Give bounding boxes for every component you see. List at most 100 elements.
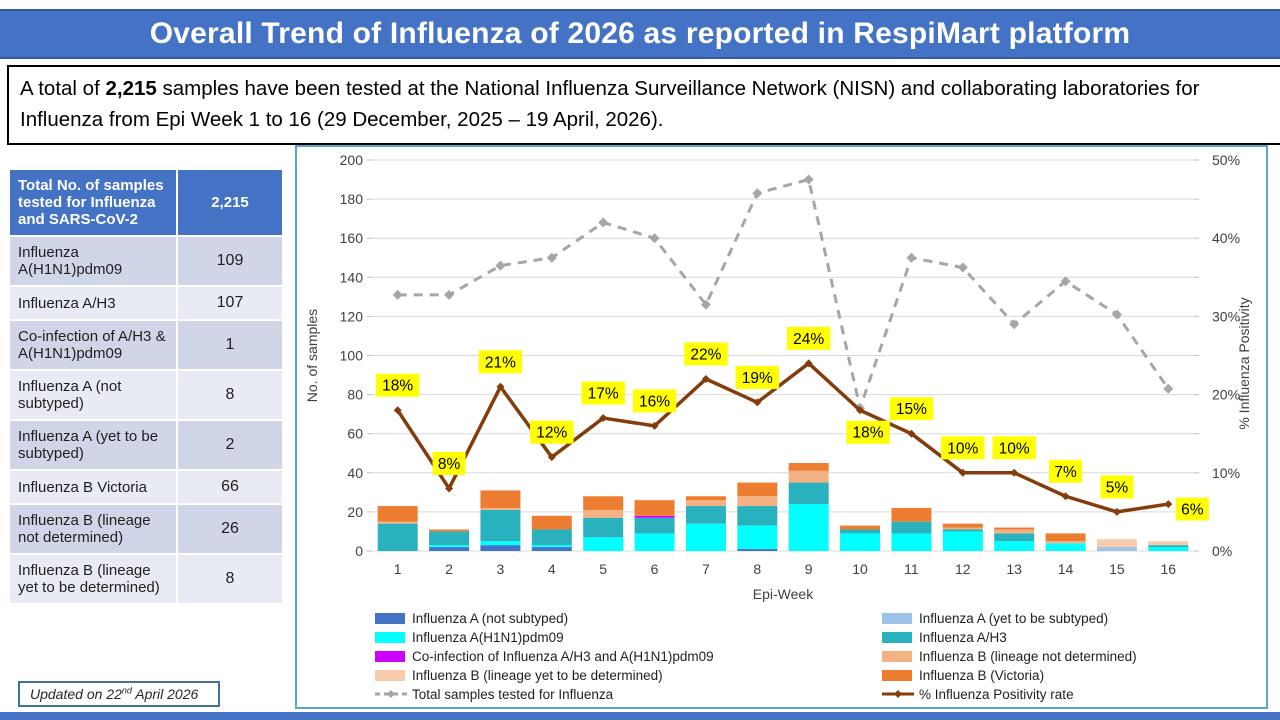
row-label: Influenza B (lineage not determined) [8, 503, 178, 555]
svg-text:180: 180 [340, 191, 364, 207]
pct-label-week-7: 22% [684, 342, 728, 366]
svg-text:0%: 0% [1212, 543, 1232, 559]
svg-text:20: 20 [347, 504, 363, 520]
summary-header-label: Total No. of samples tested for Influenz… [8, 168, 178, 237]
table-row: Influenza A (not subtyped) 8 [8, 369, 284, 421]
legend-label: Influenza B (Victoria) [919, 668, 1044, 683]
legend-swatch [882, 651, 912, 662]
row-label: Influenza A (yet to be subtyped) [8, 419, 178, 471]
svg-text:19%: 19% [742, 370, 773, 387]
legend-swatch [375, 613, 405, 624]
bar-week-6 [634, 500, 675, 551]
influenza-chart: 0 20 40 60 80 100 120 140 160 180 200 0% 10% 20% 30% 40… [304, 152, 1252, 702]
bar-week-12 [942, 523, 983, 551]
updated-box: Updated on 22nd April 2026 [18, 681, 220, 707]
legend-swatch [882, 632, 912, 643]
svg-text:40: 40 [347, 465, 363, 481]
legend-item: Total samples tested for Influenza [375, 687, 614, 702]
pct-label-week-13: 10% [992, 436, 1036, 460]
bar-week-15 [1096, 539, 1137, 551]
legend-label: Influenza A (not subtyped) [412, 611, 568, 626]
bar-week-2 [429, 529, 470, 551]
legend-swatch [882, 613, 912, 624]
svg-text:18%: 18% [853, 425, 884, 442]
pct-label-week-1: 18% [375, 373, 420, 397]
svg-text:2: 2 [445, 561, 453, 577]
left-axis-title: No. of samples [304, 309, 320, 402]
chart-legend: Influenza A (not subtyped) Influenza A(H1… [375, 611, 1137, 702]
legend-swatch [375, 651, 405, 662]
row-value: 8 [176, 369, 284, 421]
page-title-bar: Overall Trend of Influenza of 2026 as re… [0, 9, 1280, 59]
svg-text:1: 1 [394, 561, 402, 577]
svg-text:0: 0 [355, 543, 363, 559]
row-label: Influenza B Victoria [8, 469, 178, 505]
bar-week-10 [840, 525, 881, 551]
legend-label: Total samples tested for Influenza [412, 687, 614, 702]
svg-text:15%: 15% [896, 401, 927, 418]
row-label: Influenza A(H1N1)pdm09 [8, 235, 178, 287]
svg-text:12: 12 [955, 561, 971, 577]
svg-text:8%: 8% [438, 456, 461, 473]
bar-week-16 [1148, 541, 1189, 551]
summary-header-value: 2,215 [176, 168, 284, 237]
table-row: Influenza B (lineage not determined) 26 [8, 503, 284, 555]
legend-label: Influenza A(H1N1)pdm09 [412, 630, 564, 645]
row-label: Influenza B (lineage yet to be determine… [8, 553, 178, 605]
svg-text:21%: 21% [485, 354, 516, 371]
legend-label: Influenza B (lineage yet to be determine… [412, 668, 663, 683]
svg-text:9: 9 [805, 561, 813, 577]
svg-text:24%: 24% [793, 331, 824, 348]
svg-text:17%: 17% [588, 386, 619, 403]
intro-text-suffix: samples have been tested at the National… [20, 77, 1200, 131]
series-total-samples-line [392, 174, 1174, 414]
svg-text:5: 5 [599, 561, 607, 577]
svg-text:10%: 10% [999, 440, 1030, 457]
summary-table: Total No. of samples tested for Influenz… [8, 168, 284, 605]
pct-labels: 18% 8% 21% 12% 17% 16% 22% 19% 24% 18% 15% 10% 10% 7%… [375, 326, 1209, 521]
chart-axes: 0 20 40 60 80 100 120 140 160 180 200 0% 10% 20% 30% 40… [304, 152, 1252, 602]
right-axis-title: % Influenza Positivity [1236, 297, 1252, 429]
svg-text:15: 15 [1109, 561, 1125, 577]
pct-label-week-14: 7% [1049, 459, 1083, 483]
row-label: Influenza A/H3 [8, 285, 178, 321]
legend-item: % Influenza Positivity rate [882, 687, 1074, 702]
svg-text:4: 4 [548, 561, 556, 577]
intro-total-count: 2,215 [105, 77, 157, 100]
table-row: Co-infection of A/H3 & A(H1N1)pdm09 1 [8, 319, 284, 371]
pct-label-week-16: 6% [1175, 497, 1209, 521]
pct-label-week-11: 15% [889, 397, 934, 421]
legend-label: Influenza A (yet to be subtyped) [919, 611, 1108, 626]
row-value: 109 [176, 235, 284, 287]
pct-label-week-6: 16% [632, 389, 677, 413]
pct-label-week-9: 24% [786, 326, 831, 350]
svg-text:8: 8 [753, 561, 761, 577]
legend-swatch [375, 632, 405, 643]
page-title: Overall Trend of Influenza of 2026 as re… [149, 17, 1131, 50]
svg-text:120: 120 [340, 308, 364, 324]
svg-text:30%: 30% [1212, 308, 1240, 324]
bar-week-13 [994, 527, 1035, 551]
row-value: 2 [176, 419, 284, 471]
svg-text:20%: 20% [1212, 387, 1240, 403]
updated-superscript: nd [121, 685, 132, 696]
row-value: 107 [176, 285, 284, 321]
pct-label-week-4: 12% [530, 420, 574, 444]
pct-label-week-5: 17% [581, 381, 625, 405]
legend-item: Influenza A/H3 [882, 630, 1007, 645]
svg-text:18%: 18% [382, 378, 413, 395]
svg-text:11: 11 [904, 561, 919, 577]
svg-text:200: 200 [340, 152, 364, 168]
svg-text:3: 3 [497, 561, 505, 577]
table-row: Influenza A/H3 107 [8, 285, 284, 321]
svg-text:60: 60 [347, 426, 363, 442]
svg-text:7: 7 [702, 561, 710, 577]
pct-label-week-12: 10% [941, 436, 985, 460]
chart-container: 0 20 40 60 80 100 120 140 160 180 200 0% 10% 20% 30% 40… [295, 145, 1268, 709]
svg-text:6%: 6% [1181, 502, 1204, 519]
bar-week-5 [583, 496, 624, 551]
bar-week-4 [531, 515, 572, 551]
svg-text:12%: 12% [536, 425, 567, 442]
updated-text: Updated on 22nd April 2026 [30, 685, 199, 702]
bar-week-1 [377, 506, 418, 551]
